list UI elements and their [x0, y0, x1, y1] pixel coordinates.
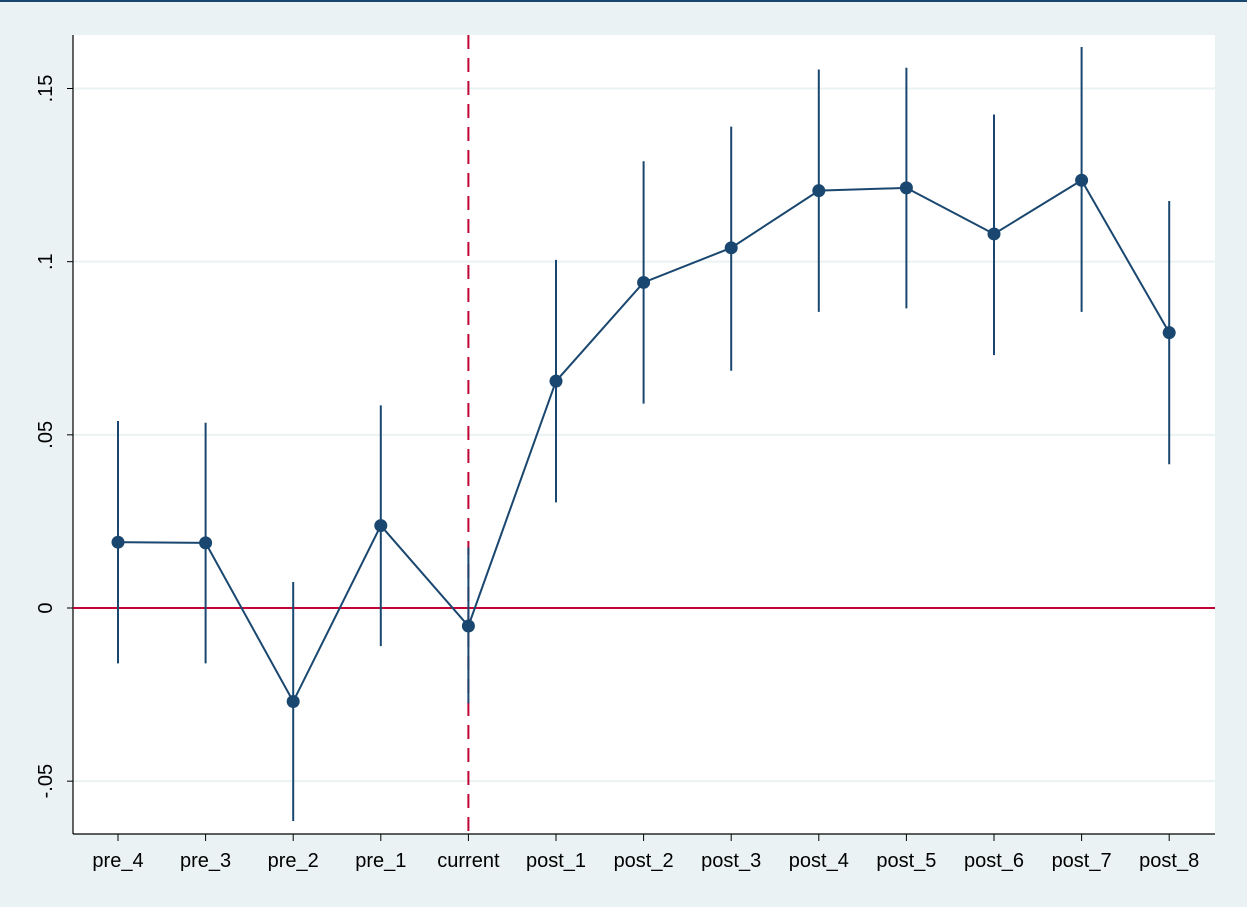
data-point — [724, 241, 738, 255]
x-tick-label: pre_1 — [355, 850, 406, 872]
x-tick-label: pre_3 — [180, 850, 231, 872]
data-point — [899, 181, 913, 195]
x-tick-label: post_5 — [876, 850, 936, 872]
y-tick-label: .15 — [35, 75, 57, 103]
x-tick-label: post_7 — [1052, 850, 1112, 872]
y-tick-label: .05 — [35, 421, 57, 449]
x-tick-label: pre_4 — [92, 850, 143, 872]
data-point — [286, 695, 300, 709]
x-tick-label: post_8 — [1139, 850, 1199, 872]
data-point — [549, 374, 563, 388]
data-point — [987, 227, 1001, 241]
x-tick-label: post_4 — [789, 850, 849, 872]
x-tick-label: pre_2 — [268, 850, 319, 872]
data-point — [812, 184, 826, 198]
y-tick-label: 0 — [35, 602, 57, 613]
data-point — [1075, 173, 1089, 187]
data-point — [1162, 326, 1176, 340]
data-point — [461, 619, 475, 633]
data-point — [374, 519, 388, 533]
data-point — [637, 275, 651, 289]
x-tick-label: current — [437, 850, 500, 872]
data-point — [111, 535, 125, 549]
y-tick-label: .1 — [35, 253, 57, 270]
data-point — [199, 536, 213, 550]
x-tick-label: post_1 — [526, 850, 586, 872]
y-tick-label: -.05 — [35, 764, 57, 798]
x-tick-label: post_2 — [614, 850, 674, 872]
x-tick-label: post_6 — [964, 850, 1024, 872]
x-tick-label: post_3 — [701, 850, 761, 872]
